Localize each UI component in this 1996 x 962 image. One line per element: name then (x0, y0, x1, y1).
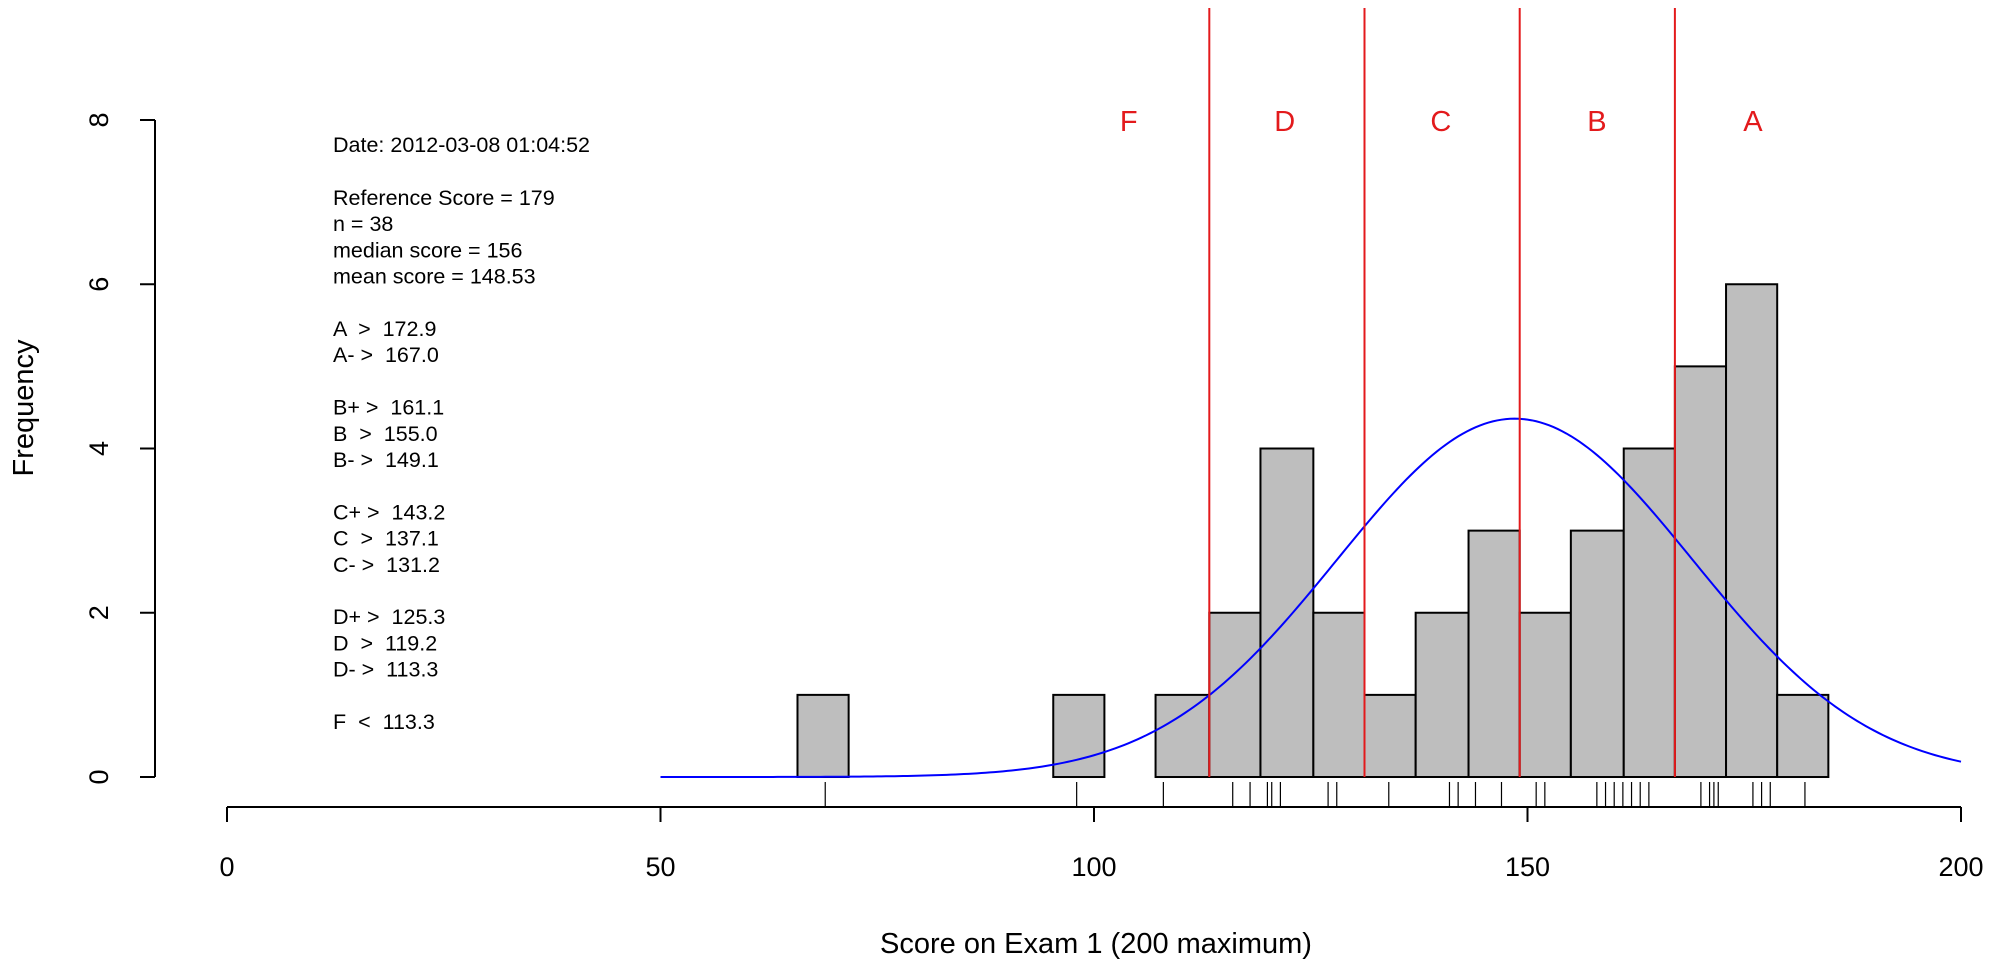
grade-label: D (1274, 106, 1295, 138)
stats-date: Date: 2012-03-08 01:04:52 (333, 133, 590, 157)
histogram-bar (1154, 693, 1211, 779)
y-axis-title: Frequency (8, 339, 40, 477)
stats-line: C+ > 143.2 (333, 500, 445, 524)
stats-line: F < 113.3 (333, 710, 435, 734)
y-tick-label: 2 (84, 605, 114, 620)
x-tick-label: 150 (1505, 852, 1550, 882)
histogram-bar (1052, 693, 1106, 779)
stats-annotation: Date: 2012-03-08 01:04:52 Reference Score… (333, 133, 590, 734)
stats-line: C > 137.1 (333, 527, 439, 551)
y-tick-label: 6 (84, 277, 114, 292)
x-axis-title: Score on Exam 1 (200 maximum) (880, 928, 1312, 960)
stats-line: mean score = 148.53 (333, 265, 536, 289)
stats-line: n = 38 (333, 212, 393, 236)
histogram-bar (1569, 529, 1625, 779)
grade-label: B (1587, 106, 1606, 138)
histogram-bar (796, 693, 850, 779)
histogram-bar (1312, 611, 1366, 778)
histogram-bar (1622, 447, 1676, 778)
histogram-bar (1259, 447, 1315, 778)
grade-cutoff-lines (1208, 8, 1676, 777)
y-axis: 0 2 4 6 8 (84, 112, 156, 785)
x-tick-label: 0 (219, 852, 234, 882)
stats-line: B > 155.0 (333, 422, 438, 446)
stats-line: B- > 149.1 (333, 448, 439, 472)
stats-line: A > 172.9 (333, 317, 436, 341)
histogram-bar (1363, 693, 1417, 779)
x-tick-label: 200 (1938, 852, 1983, 882)
histogram-bar (1208, 611, 1262, 778)
stats-line: B+ > 161.1 (333, 396, 444, 420)
stats-line: Reference Score = 179 (333, 186, 555, 210)
histogram-bar (1467, 529, 1521, 779)
stats-line: D > 119.2 (333, 631, 437, 655)
histogram-bar (1518, 611, 1572, 778)
x-tick-label: 100 (1071, 852, 1116, 882)
histogram-bar (1414, 611, 1470, 778)
y-tick-label: 4 (84, 441, 114, 456)
stats-line: A- > 167.0 (333, 343, 439, 367)
normal-curve (660, 417, 1962, 778)
histogram-bar (1776, 693, 1830, 779)
stats-line: D- > 113.3 (333, 658, 438, 682)
grade-label: A (1743, 106, 1763, 138)
y-tick-label: 0 (84, 769, 114, 784)
x-tick-label: 50 (645, 852, 675, 882)
histogram-bar (1673, 365, 1728, 779)
grade-label: C (1430, 106, 1451, 138)
grade-label: F (1120, 106, 1138, 138)
stats-line: median score = 156 (333, 238, 522, 262)
stats-line: C- > 131.2 (333, 553, 440, 577)
y-tick-label: 8 (84, 112, 114, 127)
histogram-bars (796, 283, 1830, 779)
normal-curve-layer (660, 417, 1962, 778)
stats-line: D+ > 125.3 (333, 605, 445, 629)
histogram-bar (1725, 283, 1779, 778)
rug-ticks (824, 782, 1806, 807)
x-axis: 0 50 100 150 200 (219, 806, 1984, 882)
